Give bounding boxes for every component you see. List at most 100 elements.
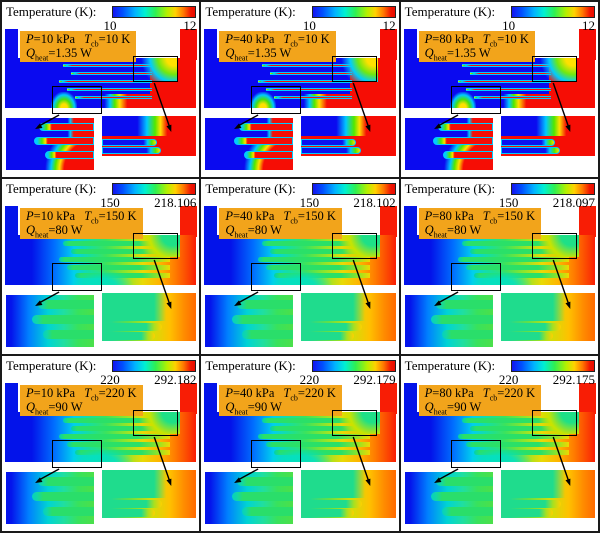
channel-finger <box>63 64 153 67</box>
colorbar-title: Temperature (K): <box>404 181 496 196</box>
parameter-box: P=10 kPa Tcb=150 K Qheat=80 W <box>20 208 143 239</box>
colorbar-max-label: 218.106 <box>154 195 197 210</box>
inset-finger <box>37 300 94 309</box>
channel-finger <box>266 265 370 270</box>
channel-finger <box>457 257 569 262</box>
inset-left-zoom <box>6 472 94 524</box>
channel-finger <box>461 64 551 67</box>
inset-finger <box>105 509 155 518</box>
channel-finger <box>457 80 551 83</box>
inset-finger <box>432 137 493 145</box>
inset-finger <box>242 330 294 339</box>
hot-junction-gradient <box>329 235 380 257</box>
thermal-plume <box>468 447 533 462</box>
parameter-line-2: Qheat=1.35 W <box>225 46 292 63</box>
colorbar-max-label: 218.102 <box>353 195 396 210</box>
colorbar <box>311 183 396 195</box>
inset-right-zoom <box>301 116 396 156</box>
channel-finger <box>67 88 153 91</box>
parameter-box: P=80 kPa Tcb=220 K Qheat=90 W <box>418 385 542 416</box>
panel-r2c1: Temperature (K): 150 218.106 P=10 kPa Tcb… <box>2 179 200 354</box>
channel-finger <box>266 88 352 91</box>
thermal-plume <box>269 447 334 462</box>
inset-finger <box>242 507 294 516</box>
panel-r3c2: Temperature (K): 220 292.179 P=40 kPa Tcb… <box>201 356 399 531</box>
outlet-arm-contour <box>180 206 198 237</box>
colorbar-max-label: 218.097 <box>552 195 595 210</box>
parameter-line-1: P=40 kPa Tcb=10 K <box>225 32 330 49</box>
outlet-arm-contour <box>180 29 198 60</box>
inset-finger <box>34 137 94 145</box>
channel-finger <box>71 249 171 254</box>
inset-finger <box>305 322 362 331</box>
colorbar <box>510 6 595 18</box>
inlet-arm-contour <box>5 206 18 237</box>
colorbar <box>510 360 595 372</box>
roi-rectangle-left <box>52 440 102 468</box>
parameter-line-2: Qheat=1.35 W <box>26 46 92 63</box>
channel-finger <box>67 442 171 447</box>
parameter-box: P=40 kPa Tcb=220 K Qheat=90 W <box>219 385 342 416</box>
channel-finger <box>461 418 569 423</box>
roi-rectangle-left <box>450 86 501 114</box>
cold-region-gradient <box>305 293 366 321</box>
inset-left-zoom <box>404 295 493 347</box>
channel-finger <box>59 434 171 439</box>
colorbar-max-label: 292.182 <box>154 372 197 387</box>
outlet-arm-contour <box>379 383 397 414</box>
inset-left-zoom <box>404 472 493 524</box>
channel-finger <box>270 249 370 254</box>
colorbar-max-label: 12 <box>581 18 595 33</box>
inset-finger <box>42 330 94 339</box>
channel-finger <box>258 434 370 439</box>
inlet-arm-contour <box>403 383 417 414</box>
inlet-arm-contour <box>204 383 218 414</box>
colorbar-min-label: 220 <box>100 372 120 387</box>
colorbar <box>112 183 197 195</box>
hot-junction-gradient <box>130 235 181 257</box>
inset-finger <box>301 147 361 155</box>
inset-finger <box>443 151 493 159</box>
panel-r1c3: Temperature (K): 10 12 P=80 kPa Tcb=10 K … <box>400 2 598 177</box>
parameter-line-1: P=10 kPa Tcb=150 K <box>26 209 137 226</box>
outlet-arm-contour <box>578 206 596 237</box>
parameter-box: P=80 kPa Tcb=150 K Qheat=80 W <box>418 208 542 239</box>
roi-rectangle-left <box>251 86 302 114</box>
roi-rectangle-right <box>133 410 178 436</box>
inset-finger <box>102 147 162 155</box>
cold-region-gradient <box>504 293 565 321</box>
cold-region-gradient <box>500 116 569 136</box>
panel-r1c1: Temperature (K): 10 12 P=10 kPa Tcb=10 K … <box>2 2 200 177</box>
channel-finger <box>262 64 352 67</box>
parameter-box: P=40 kPa Tcb=150 K Qheat=80 W <box>219 208 342 239</box>
cold-region-gradient <box>305 470 366 498</box>
inset-right-zoom <box>102 293 197 341</box>
colorbar-title: Temperature (K): <box>205 181 296 196</box>
channel-finger <box>262 241 370 246</box>
channel-finger <box>469 426 569 431</box>
thermal-plume <box>51 92 77 108</box>
roi-rectangle-right <box>531 56 577 82</box>
inset-left-zoom <box>205 472 294 524</box>
channel-finger <box>59 257 171 262</box>
panel-r3c3: Temperature (K): 220 292.175 P=80 kPa Tcb… <box>400 356 598 531</box>
hot-junction-gradient <box>528 412 579 434</box>
inset-finger <box>32 315 94 324</box>
inset-finger <box>305 499 362 508</box>
outlet-arm-contour <box>379 206 397 237</box>
colorbar-title: Temperature (K): <box>404 358 496 373</box>
inset-finger <box>305 332 355 341</box>
inset-finger <box>441 330 493 339</box>
inset-finger <box>301 139 357 147</box>
colorbar-max-label: 292.179 <box>353 372 396 387</box>
parameter-box: P=80 kPa Tcb=10 K Qheat=1.35 W <box>418 31 535 62</box>
roi-rectangle-left <box>450 263 501 291</box>
inset-left-zoom <box>205 118 294 170</box>
inset-finger <box>231 492 294 501</box>
outlet-arm-contour <box>578 29 596 60</box>
hot-junction-gradient <box>331 58 378 82</box>
channel-finger <box>71 426 171 431</box>
channel-finger <box>461 241 569 246</box>
inlet-arm-contour <box>403 206 417 237</box>
inlet-arm-contour <box>5 29 18 60</box>
